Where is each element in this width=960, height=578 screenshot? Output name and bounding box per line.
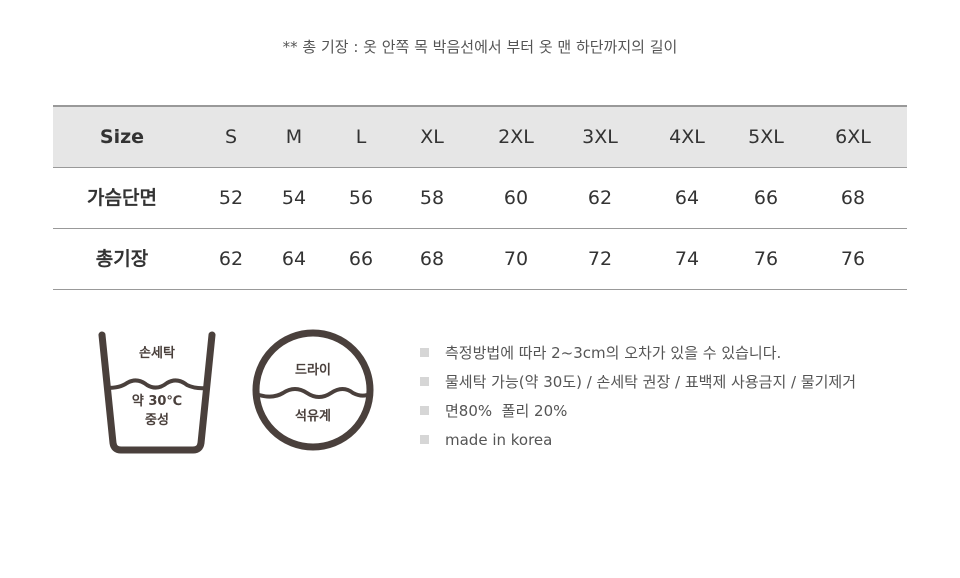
header-cell: S [224, 126, 238, 148]
header-cell: 6XL [835, 126, 871, 148]
table-header-row: Size S M L XL 2XL 3XL 4XL 5XL 6XL [53, 105, 907, 168]
table-cell: 70 [503, 248, 529, 270]
table-cell: 58 [419, 187, 445, 209]
table-cell: 76 [753, 248, 779, 270]
table-cell: 68 [840, 187, 866, 209]
wash-top-text: 손세탁 [139, 345, 175, 361]
table-cell: 62 [587, 187, 613, 209]
square-bullet-icon [420, 348, 429, 357]
square-bullet-icon [420, 377, 429, 386]
dry-top-text: 드라이 [295, 362, 331, 378]
info-text: 물세탁 가능(약 30도) / 손세탁 권장 / 표백제 사용금지 / 물기제거 [445, 372, 857, 391]
list-item: 면80% 폴리 20% [420, 396, 856, 425]
product-info-list: 측정방법에 따라 2~3cm의 오차가 있을 수 있습니다. 물세탁 가능(약 … [420, 338, 856, 454]
table-cell: 54 [281, 187, 307, 209]
table-cell: 66 [348, 248, 374, 270]
table-cell: 68 [419, 248, 445, 270]
header-cell: M [285, 126, 303, 148]
wash-detergent-text: 중성 [145, 413, 169, 428]
info-text: 면80% 폴리 20% [445, 401, 568, 420]
wash-temp-text: 약 30℃ [132, 393, 182, 409]
header-cell: XL [420, 126, 444, 148]
header-cell: 5XL [748, 126, 784, 148]
table-cell: 62 [218, 248, 244, 270]
table-cell: 64 [674, 187, 700, 209]
table-cell: 64 [281, 248, 307, 270]
dry-bottom-text: 석유계 [295, 409, 331, 424]
square-bullet-icon [420, 406, 429, 415]
row-label: 총기장 [95, 248, 149, 270]
care-icons: 손세탁 약 30℃ 중성 드라이 석유계 [98, 329, 374, 454]
table-cell: 74 [674, 248, 700, 270]
row-label: 가슴단면 [87, 187, 157, 209]
header-cell: 3XL [582, 126, 618, 148]
header-label: Size [99, 126, 145, 148]
table-cell: 52 [218, 187, 244, 209]
list-item: made in korea [420, 425, 856, 454]
dry-clean-circle-icon: 드라이 석유계 [252, 329, 374, 451]
header-cell: 2XL [498, 126, 534, 148]
hand-wash-tub-icon: 손세탁 약 30℃ 중성 [98, 331, 216, 454]
table-cell: 76 [840, 248, 866, 270]
header-cell: L [355, 126, 367, 148]
info-text: made in korea [445, 430, 553, 449]
list-item: 측정방법에 따라 2~3cm의 오차가 있을 수 있습니다. [420, 338, 856, 367]
list-item: 물세탁 가능(약 30도) / 손세탁 권장 / 표백제 사용금지 / 물기제거 [420, 367, 856, 396]
table-cell: 56 [348, 187, 374, 209]
table-cell: 66 [753, 187, 779, 209]
table-row: 총기장 62 64 66 68 70 72 74 76 76 [53, 229, 907, 290]
header-cell: 4XL [669, 126, 705, 148]
size-table: Size S M L XL 2XL 3XL 4XL 5XL 6XL 가슴단면 5… [53, 105, 907, 290]
table-cell: 60 [503, 187, 529, 209]
info-text: 측정방법에 따라 2~3cm의 오차가 있을 수 있습니다. [445, 343, 782, 362]
square-bullet-icon [420, 435, 429, 444]
length-note: ** 총 기장 : 옷 안쪽 목 박음선에서 부터 옷 맨 하단까지의 길이 [282, 38, 678, 56]
table-cell: 72 [587, 248, 613, 270]
table-row: 가슴단면 52 54 56 58 60 62 64 66 68 [53, 168, 907, 229]
